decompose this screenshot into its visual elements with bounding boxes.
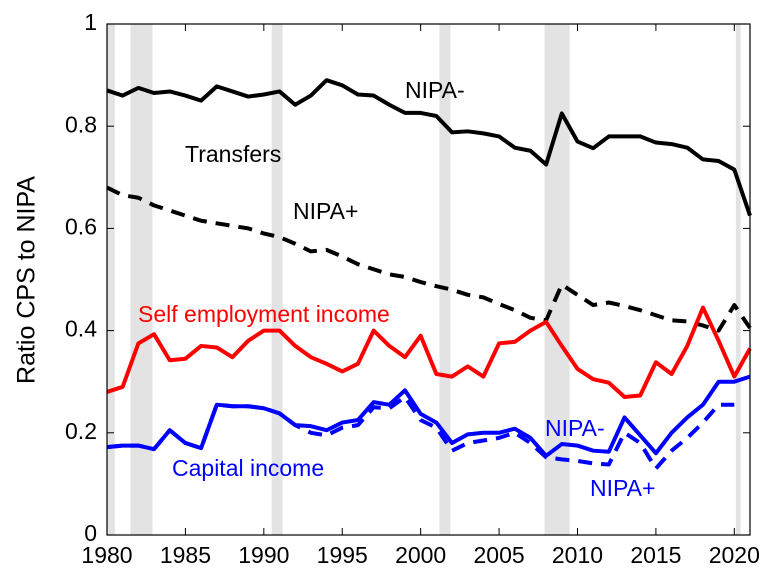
y-tick-label: 0 [84, 520, 97, 546]
annotation: NIPA- [545, 415, 605, 441]
x-tick-label: 2015 [630, 542, 681, 568]
series-line [106, 78, 752, 217]
x-tick-label: 1980 [81, 542, 132, 568]
series-line [106, 374, 751, 458]
plot-frame [106, 23, 751, 536]
annotation: NIPA- [405, 77, 465, 103]
x-tick-label: 2010 [552, 542, 603, 568]
annotation: Capital income [172, 455, 324, 481]
y-tick-label: 1 [84, 9, 97, 35]
x-tick-label: 1985 [160, 542, 211, 568]
x-tick-label: 2005 [473, 542, 524, 568]
recession-band [130, 24, 153, 535]
y-tick-label: 0.6 [65, 213, 97, 239]
y-axis-label: Ratio CPS to NIPA [13, 176, 41, 384]
recession-band [439, 24, 451, 535]
annotation: Transfers [185, 141, 281, 167]
recession-band [107, 24, 115, 535]
annotation: NIPA+ [293, 198, 358, 224]
x-tick-label: 2000 [395, 542, 446, 568]
series-line [106, 305, 752, 400]
recession-band [271, 24, 283, 535]
annotation: NIPA+ [590, 475, 655, 501]
annotation: Self employment income [138, 301, 390, 327]
y-tick-label: 0.4 [65, 316, 97, 342]
series-line [106, 395, 735, 471]
x-tick-label: 1990 [238, 542, 289, 568]
x-tick-label: 2020 [709, 542, 760, 568]
x-tick-label: 1995 [317, 542, 368, 568]
y-tick-label: 0.8 [65, 111, 97, 137]
y-tick-label: 0.2 [65, 418, 97, 444]
recession-band [735, 24, 741, 535]
